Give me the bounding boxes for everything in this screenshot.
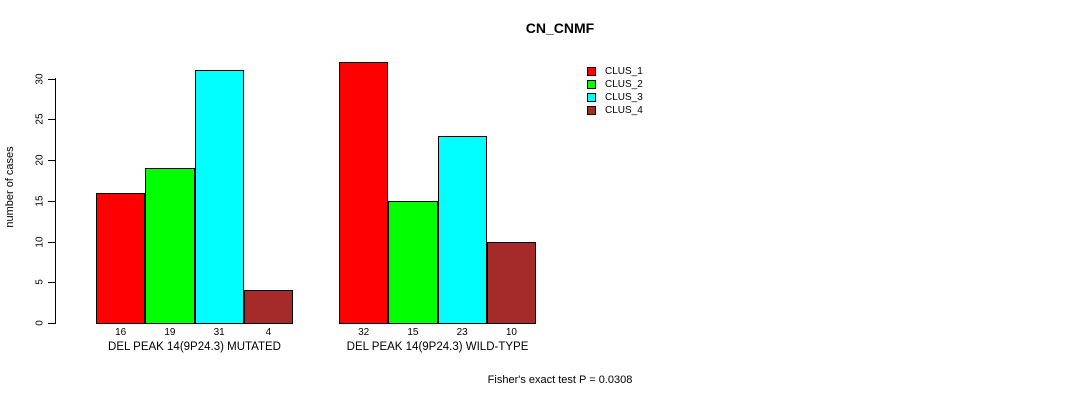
bar-clus_3: [194, 70, 244, 324]
y-tick-mark: [48, 119, 55, 121]
bar-value-label: 31: [213, 327, 225, 338]
bar-clus_4: [486, 241, 536, 324]
legend-row: CLUS_4: [587, 104, 643, 117]
legend-row: CLUS_2: [587, 78, 643, 91]
x-category-label: DEL PEAK 14(9P24.3) MUTATED: [108, 341, 281, 353]
statistical-test-annotation: Fisher's exact test P = 0.0308: [487, 374, 633, 386]
bar-clus_2: [145, 168, 195, 324]
legend: CLUS_1 CLUS_2 CLUS_3 CLUS_4: [587, 65, 643, 117]
y-tick-mark: [48, 200, 55, 202]
y-tick-label: 0: [34, 320, 46, 326]
legend-row: CLUS_3: [587, 91, 643, 104]
legend-label: CLUS_2: [605, 79, 643, 90]
bar-clus_2: [388, 200, 438, 324]
y-tick-mark: [48, 282, 55, 284]
y-tick-mark: [48, 241, 55, 243]
bar-value-label: 10: [505, 327, 517, 338]
legend-swatch-icon: [587, 93, 596, 102]
y-tick-mark: [48, 78, 55, 80]
legend-swatch-icon: [587, 67, 596, 76]
y-axis-line: [55, 78, 56, 324]
y-axis-label: number of cases: [4, 146, 16, 228]
y-tick-label: 20: [34, 154, 46, 166]
bar-value-label: 16: [115, 327, 127, 338]
legend-label: CLUS_1: [605, 66, 643, 77]
bar-clus_4: [243, 290, 293, 324]
y-tick-mark: [48, 160, 55, 161]
bar-value-label: 23: [456, 327, 468, 338]
bar-value-label: 32: [358, 327, 370, 338]
chart-title: CN_CNMF: [525, 20, 595, 36]
bar-clus_1: [339, 62, 389, 324]
y-tick-label: 30: [34, 72, 46, 85]
bar-value-label: 19: [164, 327, 176, 338]
y-tick-label: 15: [34, 195, 46, 207]
y-tick-mark: [48, 323, 55, 324]
legend-swatch-icon: [587, 106, 596, 115]
bar-value-label: 15: [407, 327, 419, 338]
y-tick-label: 5: [34, 279, 46, 286]
legend-label: CLUS_3: [605, 92, 643, 103]
bar-clus_1: [96, 192, 146, 324]
legend-label: CLUS_4: [605, 105, 643, 116]
legend-swatch-icon: [587, 80, 596, 89]
y-tick-label: 25: [34, 113, 46, 125]
bar-value-label: 4: [265, 327, 272, 338]
y-tick-label: 10: [34, 235, 46, 248]
bar-clus_3: [437, 135, 487, 324]
x-category-label: DEL PEAK 14(9P24.3) WILD-TYPE: [346, 341, 529, 353]
legend-row: CLUS_1: [587, 65, 643, 78]
